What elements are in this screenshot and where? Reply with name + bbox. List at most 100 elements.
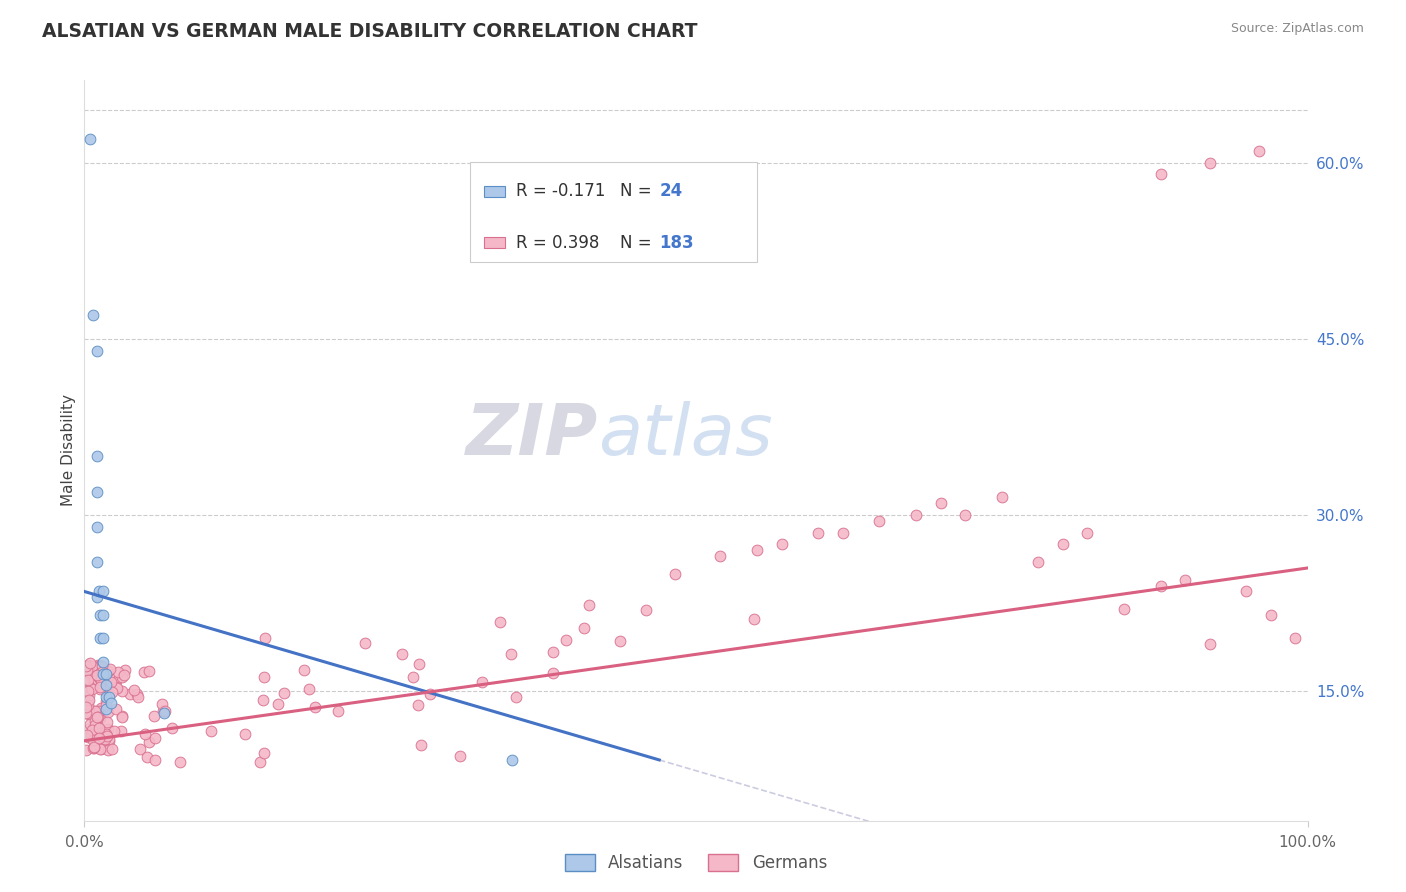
Point bbox=[90, 665, 112, 679]
Point bbox=[100, 741, 122, 756]
Point bbox=[266, 697, 288, 711]
Point bbox=[1174, 573, 1197, 587]
Point bbox=[111, 710, 134, 724]
Point bbox=[1028, 555, 1050, 569]
Point bbox=[80, 729, 103, 743]
Point bbox=[82, 308, 104, 322]
Point bbox=[124, 683, 146, 698]
Point bbox=[328, 704, 350, 718]
Point bbox=[96, 690, 118, 705]
Point bbox=[391, 647, 413, 661]
Point bbox=[91, 632, 114, 646]
Point bbox=[94, 694, 117, 708]
Point bbox=[82, 731, 104, 746]
Point bbox=[103, 724, 125, 739]
Point bbox=[76, 694, 98, 708]
Point bbox=[89, 632, 111, 646]
FancyBboxPatch shape bbox=[484, 186, 505, 197]
Point bbox=[1198, 637, 1220, 651]
Point bbox=[89, 659, 111, 673]
Point bbox=[869, 514, 891, 528]
Point bbox=[1198, 155, 1220, 169]
Point bbox=[162, 722, 184, 736]
Point bbox=[77, 665, 100, 679]
Point bbox=[298, 681, 321, 696]
Point bbox=[253, 747, 276, 761]
Point bbox=[1236, 584, 1258, 599]
Point bbox=[138, 664, 160, 678]
Point bbox=[76, 730, 98, 744]
Point bbox=[449, 749, 471, 764]
Point bbox=[110, 724, 132, 739]
Point bbox=[169, 755, 191, 769]
Point bbox=[86, 668, 108, 682]
Point bbox=[1052, 537, 1074, 551]
Point bbox=[77, 683, 100, 698]
Point bbox=[112, 667, 135, 681]
Point bbox=[747, 543, 769, 558]
Point bbox=[128, 742, 150, 756]
Point bbox=[120, 688, 142, 702]
Point bbox=[292, 663, 315, 677]
Point bbox=[152, 697, 174, 711]
Point bbox=[96, 715, 118, 730]
Point bbox=[87, 584, 110, 599]
Point bbox=[86, 520, 108, 534]
Point bbox=[89, 607, 111, 622]
Point bbox=[89, 726, 111, 740]
Point bbox=[132, 665, 155, 680]
Point bbox=[105, 702, 128, 716]
Point bbox=[86, 718, 108, 732]
Point bbox=[304, 700, 326, 714]
Point bbox=[94, 682, 117, 697]
Point bbox=[143, 708, 166, 723]
Text: N =: N = bbox=[620, 234, 657, 252]
Point bbox=[125, 687, 148, 701]
Point bbox=[609, 634, 631, 648]
Point bbox=[1260, 607, 1282, 622]
Point bbox=[87, 657, 110, 672]
Point bbox=[82, 733, 104, 747]
Point bbox=[82, 658, 104, 673]
Point bbox=[96, 678, 118, 692]
Point bbox=[79, 693, 101, 707]
Point bbox=[75, 701, 97, 715]
Point bbox=[100, 675, 122, 690]
Point bbox=[83, 704, 105, 718]
Point bbox=[134, 726, 156, 740]
Point bbox=[77, 704, 100, 718]
Point bbox=[636, 603, 658, 617]
Point bbox=[145, 731, 167, 745]
Point bbox=[98, 731, 121, 746]
Point bbox=[75, 742, 97, 756]
Point bbox=[86, 710, 108, 724]
Point bbox=[86, 343, 108, 358]
FancyBboxPatch shape bbox=[484, 237, 505, 248]
Point bbox=[94, 678, 117, 692]
Point bbox=[97, 690, 120, 705]
Point bbox=[98, 662, 121, 676]
Text: ALSATIAN VS GERMAN MALE DISABILITY CORRELATION CHART: ALSATIAN VS GERMAN MALE DISABILITY CORRE… bbox=[42, 22, 697, 41]
Point bbox=[153, 705, 176, 719]
Point bbox=[111, 683, 134, 698]
Point bbox=[97, 705, 120, 719]
Point bbox=[96, 729, 118, 743]
Point bbox=[502, 752, 524, 766]
Point bbox=[87, 730, 110, 744]
Point bbox=[90, 673, 112, 688]
Point bbox=[97, 664, 120, 678]
Point bbox=[83, 739, 105, 754]
Point bbox=[200, 724, 222, 739]
Point bbox=[91, 584, 114, 599]
Point bbox=[97, 743, 120, 757]
Point bbox=[471, 675, 494, 690]
Y-axis label: Male Disability: Male Disability bbox=[60, 394, 76, 507]
Point bbox=[104, 680, 127, 694]
Point bbox=[98, 668, 121, 682]
Text: atlas: atlas bbox=[598, 401, 773, 470]
Point bbox=[97, 690, 120, 705]
Point bbox=[152, 704, 174, 718]
Point bbox=[905, 508, 928, 522]
Point bbox=[86, 555, 108, 569]
Point bbox=[89, 742, 111, 756]
